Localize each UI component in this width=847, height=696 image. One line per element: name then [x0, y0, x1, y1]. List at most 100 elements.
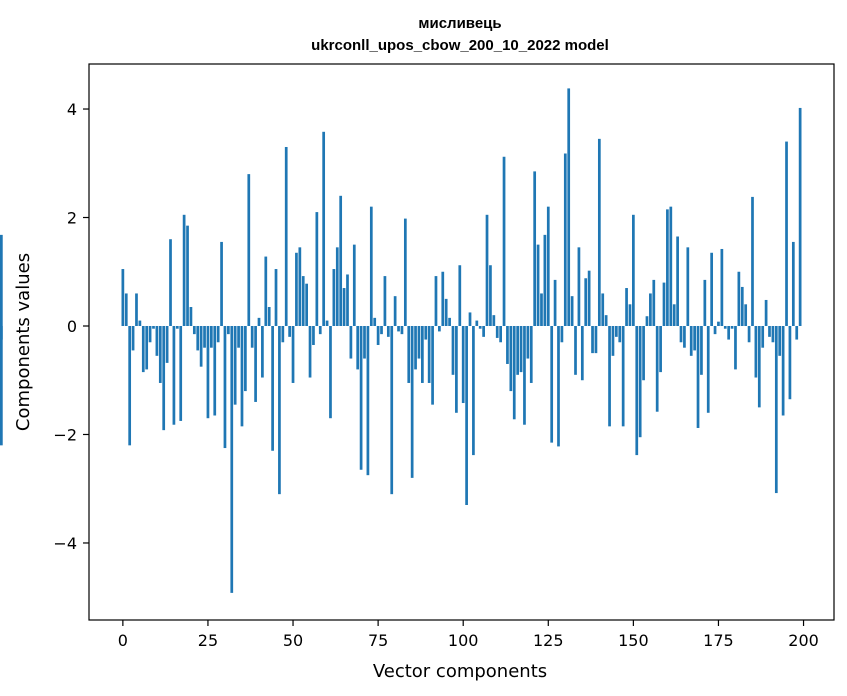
bar-112	[502, 156, 506, 326]
bar-140	[597, 138, 601, 326]
bar-171	[703, 279, 707, 326]
bar-152	[638, 326, 642, 438]
bar-21	[192, 326, 196, 335]
bar-132	[570, 296, 574, 326]
bar-15	[172, 326, 176, 425]
bar-27	[213, 326, 217, 416]
bar-34	[237, 326, 240, 348]
bar-53	[301, 276, 305, 326]
bar-163	[676, 236, 679, 326]
bar-180	[734, 326, 737, 370]
bar-6	[141, 326, 145, 373]
bar-195	[785, 141, 788, 326]
bar-40	[257, 317, 261, 326]
bar-129	[560, 326, 564, 343]
x-tick-label-75: 75	[368, 631, 388, 650]
bar-118	[523, 326, 526, 425]
bar-36	[244, 326, 247, 392]
bar-11	[158, 326, 162, 383]
bar-124	[543, 234, 547, 326]
bar-166	[686, 247, 690, 326]
chart-subtitle: ukrconll_upos_cbow_200_10_2022 model	[311, 37, 609, 54]
bar-62	[332, 269, 336, 326]
bar-164	[679, 326, 683, 343]
y-tick-label--2: −2	[53, 425, 77, 444]
bar-158	[659, 326, 662, 373]
bar-99	[458, 265, 462, 326]
bar-1	[124, 293, 128, 326]
bar-165	[683, 326, 686, 348]
bar-59	[322, 131, 326, 326]
bar-104	[475, 320, 479, 326]
bar-188	[761, 326, 765, 348]
bar-151	[635, 326, 639, 456]
bar-19	[186, 225, 189, 326]
bar-116	[516, 326, 520, 375]
x-tick-label-150: 150	[618, 631, 649, 650]
bar-22	[196, 326, 200, 351]
bar-174	[713, 326, 717, 335]
bar-156	[652, 279, 656, 326]
bar-80	[393, 296, 397, 326]
bar-76	[380, 326, 383, 335]
bar-185	[751, 196, 754, 326]
bar-28	[216, 326, 220, 343]
bar-96	[448, 317, 451, 326]
bar-145	[614, 326, 618, 337]
bar-79	[390, 326, 394, 495]
bar-16	[175, 326, 179, 329]
bar-144	[611, 326, 615, 356]
bar-161	[669, 206, 673, 326]
bar-29	[220, 241, 223, 326]
bar-54	[305, 283, 308, 326]
bar-94	[441, 271, 445, 326]
bar-97	[451, 326, 455, 375]
bar-0	[121, 269, 125, 326]
bar-134	[577, 247, 581, 326]
bar-91	[431, 326, 434, 405]
bar-143	[608, 326, 611, 427]
bar-7	[145, 326, 149, 370]
bar-192	[774, 326, 778, 494]
bar-3	[131, 326, 135, 351]
bar-86	[414, 326, 417, 370]
bar-103	[472, 326, 475, 456]
bar-12	[162, 326, 166, 431]
bar-77	[383, 276, 387, 326]
bar-199	[798, 107, 802, 326]
bar-119	[526, 326, 530, 359]
bar-138	[591, 326, 594, 354]
bar-183	[744, 304, 748, 326]
bar-142	[604, 315, 608, 326]
bar-190	[768, 326, 771, 337]
bar-149	[628, 304, 632, 326]
bar-83	[403, 218, 407, 326]
chart-title: мисливець	[418, 15, 501, 32]
bar-30	[223, 326, 227, 449]
bar-162	[672, 304, 676, 326]
bar-179	[730, 326, 734, 329]
bar-33	[233, 326, 237, 405]
bar-157	[655, 326, 659, 412]
bar-106	[482, 326, 485, 337]
bar-71	[363, 326, 366, 359]
x-tick-label-125: 125	[533, 631, 564, 650]
bar-undefined	[0, 234, 3, 326]
bar-65	[342, 288, 346, 326]
bar-137	[587, 270, 591, 326]
bar-182	[740, 286, 744, 326]
y-tick-label-0: 0	[67, 317, 77, 336]
bar-72	[366, 326, 370, 476]
bar-130	[563, 153, 567, 326]
bar-14	[169, 239, 172, 326]
bar-48	[284, 146, 288, 326]
y-tick-label--4: −4	[53, 534, 77, 553]
bar-139	[594, 326, 598, 354]
bar-105	[478, 326, 482, 329]
bar-17	[179, 326, 183, 421]
bar-186	[754, 326, 758, 378]
y-axis-ticks: −4 −2 0 2 4	[53, 100, 89, 553]
bar-5	[138, 320, 142, 326]
bar-197	[791, 241, 795, 326]
bar-113	[506, 326, 509, 364]
